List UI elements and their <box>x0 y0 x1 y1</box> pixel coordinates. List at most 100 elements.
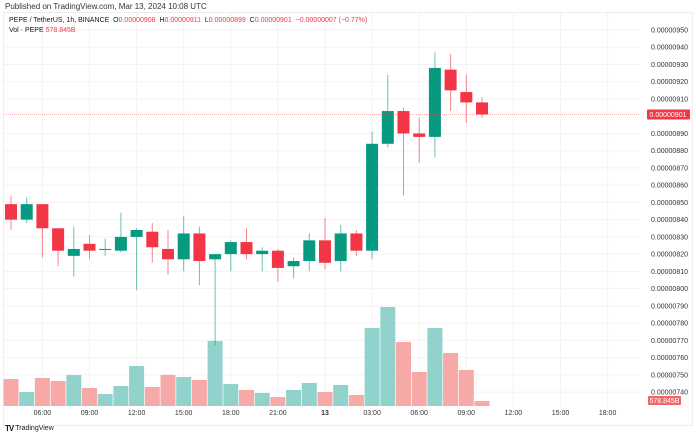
last-price-badge <box>647 109 690 120</box>
price-tick-label: 0.00000740 <box>651 390 688 397</box>
volume-bar <box>50 380 66 406</box>
candle-body <box>99 248 112 250</box>
volume-bar <box>82 387 97 406</box>
volume-label[interactable]: Vol · PEPE <box>9 27 44 34</box>
tradingview-logo: TV <box>5 424 14 433</box>
candle-body <box>476 102 488 115</box>
time-tick-label: 09:00 <box>81 410 99 417</box>
volume-bar <box>144 387 160 406</box>
candle-body <box>271 250 284 268</box>
candle-body <box>287 261 300 267</box>
candle-body <box>413 133 426 137</box>
candle-body <box>67 248 80 256</box>
volume-row: Vol · PEPE 578.845B <box>9 26 367 36</box>
footer: TV TradingView <box>5 424 54 433</box>
time-tick-label: 06:00 <box>34 410 52 417</box>
candle-body <box>428 67 441 137</box>
candle-body <box>83 243 96 251</box>
price-tick-label: 0.00000800 <box>651 286 688 293</box>
price-tick-label: 0.00000950 <box>651 28 688 35</box>
volume-bar <box>286 389 302 406</box>
price-tick-label: 0.00000790 <box>651 303 688 310</box>
volume-bar <box>427 327 443 406</box>
open-label: O <box>113 17 119 24</box>
price-tick-label: 0.00000870 <box>651 165 688 172</box>
open-value: 0.00000908 <box>118 17 156 24</box>
candle-body <box>256 250 269 255</box>
candle-body <box>240 242 253 255</box>
price-tick-label: 0.00000770 <box>651 338 688 345</box>
volume-bar <box>160 374 176 406</box>
low-value: 0.00000899 <box>208 17 246 24</box>
candle-body <box>460 92 473 103</box>
time-tick-label: 12:00 <box>505 410 523 417</box>
time-tick-label: 21:00 <box>269 410 287 417</box>
volume-bar <box>176 377 192 406</box>
time-tick-label: 06:00 <box>410 410 428 417</box>
volume-bar <box>129 365 145 406</box>
volume-bar <box>254 392 270 406</box>
price-tick-label: 0.00000760 <box>651 355 688 362</box>
close-value: 0.00000901 <box>254 17 292 24</box>
low-label: L <box>204 17 209 24</box>
time-tick-label: 09:00 <box>458 410 476 417</box>
price-tick-label: 0.00000750 <box>651 372 688 379</box>
candle-body <box>350 233 363 251</box>
candle-body <box>162 248 174 260</box>
price-tick-label: 0.00000910 <box>651 96 688 103</box>
volume-bar <box>207 340 223 406</box>
candle-body <box>224 242 237 255</box>
price-tick-label: 0.00000840 <box>651 217 688 224</box>
volume-bar <box>396 342 411 406</box>
volume-bar <box>113 385 129 406</box>
candle-body <box>52 228 65 251</box>
candle-body <box>444 69 457 91</box>
candle-body <box>209 254 222 260</box>
candle-body <box>397 111 410 134</box>
volume-bar <box>97 394 113 406</box>
volume-bar <box>66 374 82 406</box>
volume-value: 578.845B <box>45 27 76 34</box>
candle-body <box>20 204 33 220</box>
high-label: H <box>159 17 165 24</box>
volume-bar <box>474 401 490 406</box>
candle-body <box>146 231 159 248</box>
candle-body <box>303 240 316 262</box>
volume-bar <box>239 389 254 406</box>
volume-bar <box>443 352 459 406</box>
price-tick-label: 0.00000880 <box>651 148 688 155</box>
candle-body <box>114 236 127 251</box>
candle-body <box>319 240 331 263</box>
time-tick-label: 15:00 <box>175 410 193 417</box>
volume-bar <box>191 379 207 406</box>
volume-bar <box>380 307 396 406</box>
volume-bar <box>458 369 474 406</box>
time-tick-label: 13 <box>321 410 329 417</box>
last-volume-label: 578.845B <box>650 398 680 405</box>
price-tick-label: 0.00000820 <box>651 252 688 259</box>
symbol-title[interactable]: PEPE / TetherUS, 1h, BINANCE <box>9 17 110 24</box>
price-tick-label: 0.00000890 <box>651 131 688 138</box>
published-note: Published on TradingView.com, Mar 13, 20… <box>5 2 207 11</box>
volume-bar <box>333 384 349 406</box>
price-tick-label: 0.00000920 <box>651 79 688 86</box>
volume-bar <box>301 382 317 406</box>
price-tick-label: 0.00000930 <box>651 62 688 69</box>
last-volume-badge <box>648 396 681 405</box>
candle-body <box>193 233 206 262</box>
time-tick-label: 18:00 <box>222 410 240 417</box>
volume-bar <box>411 372 427 406</box>
price-tick-label: 0.00000830 <box>651 234 688 241</box>
chart-frame <box>3 12 693 426</box>
volume-bar <box>270 397 286 406</box>
price-tick-label: 0.00000850 <box>651 200 688 207</box>
price-tick-label: 0.00000860 <box>651 183 688 190</box>
volume-bar <box>19 392 35 406</box>
time-tick-label: 18:00 <box>599 410 617 417</box>
candle-body <box>177 233 190 260</box>
time-tick-label: 12:00 <box>128 410 146 417</box>
close-label: C <box>249 17 255 24</box>
price-tick-label: 0.00000780 <box>651 321 688 328</box>
candle-body <box>381 111 394 144</box>
